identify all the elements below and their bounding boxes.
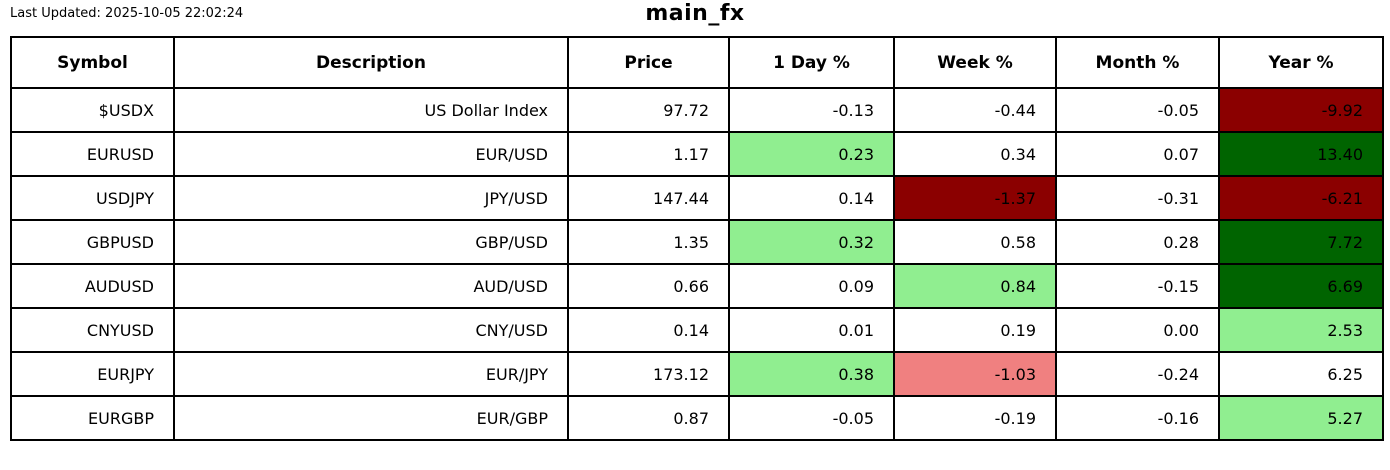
- cell-1day: 0.38: [728, 351, 895, 397]
- cell-price: 1.17: [567, 131, 730, 177]
- cell-price: 0.87: [567, 395, 730, 441]
- col-header-price: Price: [567, 36, 730, 89]
- table-row-eurgbp: EURGBP EUR/GBP 0.87 -0.05 -0.19 -0.16 5.…: [10, 395, 1384, 441]
- cell-month: 0.07: [1055, 131, 1220, 177]
- cell-month: 0.28: [1055, 219, 1220, 265]
- cell-price: 1.35: [567, 219, 730, 265]
- cell-week: -1.03: [893, 351, 1057, 397]
- cell-month: 0.00: [1055, 307, 1220, 353]
- cell-1day: 0.32: [728, 219, 895, 265]
- table-row-gbpusd: GBPUSD GBP/USD 1.35 0.32 0.58 0.28 7.72: [10, 219, 1384, 265]
- table-row-usdjpy: USDJPY JPY/USD 147.44 0.14 -1.37 -0.31 -…: [10, 175, 1384, 221]
- cell-1day: 0.14: [728, 175, 895, 221]
- table-row-audusd: AUDUSD AUD/USD 0.66 0.09 0.84 -0.15 6.69: [10, 263, 1384, 309]
- cell-year: 6.25: [1218, 351, 1384, 397]
- cell-week: -0.44: [893, 87, 1057, 133]
- col-header-week: Week %: [893, 36, 1057, 89]
- col-header-year: Year %: [1218, 36, 1384, 89]
- cell-week: 0.84: [893, 263, 1057, 309]
- cell-year: 5.27: [1218, 395, 1384, 441]
- cell-year: 2.53: [1218, 307, 1384, 353]
- cell-year: -9.92: [1218, 87, 1384, 133]
- cell-year: 13.40: [1218, 131, 1384, 177]
- cell-price: 97.72: [567, 87, 730, 133]
- cell-week: 0.34: [893, 131, 1057, 177]
- cell-price: 147.44: [567, 175, 730, 221]
- cell-description: JPY/USD: [173, 175, 569, 221]
- cell-1day: 0.01: [728, 307, 895, 353]
- cell-symbol: $USDX: [10, 87, 175, 133]
- cell-month: -0.15: [1055, 263, 1220, 309]
- cell-description: EUR/USD: [173, 131, 569, 177]
- col-header-description: Description: [173, 36, 569, 89]
- cell-symbol: EURUSD: [10, 131, 175, 177]
- cell-week: 0.58: [893, 219, 1057, 265]
- cell-week: -1.37: [893, 175, 1057, 221]
- col-header-symbol: Symbol: [10, 36, 175, 89]
- cell-description: US Dollar Index: [173, 87, 569, 133]
- fx-rates-table: Symbol Description Price 1 Day % Week % …: [10, 36, 1384, 441]
- cell-1day: 0.09: [728, 263, 895, 309]
- cell-symbol: GBPUSD: [10, 219, 175, 265]
- cell-1day: 0.23: [728, 131, 895, 177]
- cell-symbol: EURGBP: [10, 395, 175, 441]
- col-header-month: Month %: [1055, 36, 1220, 89]
- page-title: main_fx: [645, 1, 745, 26]
- cell-year: -6.21: [1218, 175, 1384, 221]
- cell-price: 0.66: [567, 263, 730, 309]
- cell-month: -0.05: [1055, 87, 1220, 133]
- cell-1day: -0.13: [728, 87, 895, 133]
- table-row-usdx: $USDX US Dollar Index 97.72 -0.13 -0.44 …: [10, 87, 1384, 133]
- cell-symbol: EURJPY: [10, 351, 175, 397]
- cell-price: 0.14: [567, 307, 730, 353]
- table-row-eurusd: EURUSD EUR/USD 1.17 0.23 0.34 0.07 13.40: [10, 131, 1384, 177]
- cell-symbol: AUDUSD: [10, 263, 175, 309]
- cell-year: 7.72: [1218, 219, 1384, 265]
- cell-description: GBP/USD: [173, 219, 569, 265]
- cell-1day: -0.05: [728, 395, 895, 441]
- cell-month: -0.16: [1055, 395, 1220, 441]
- cell-week: -0.19: [893, 395, 1057, 441]
- cell-week: 0.19: [893, 307, 1057, 353]
- cell-symbol: USDJPY: [10, 175, 175, 221]
- cell-description: CNY/USD: [173, 307, 569, 353]
- cell-description: EUR/JPY: [173, 351, 569, 397]
- table-row-eurjpy: EURJPY EUR/JPY 173.12 0.38 -1.03 -0.24 6…: [10, 351, 1384, 397]
- cell-symbol: CNYUSD: [10, 307, 175, 353]
- table-header: Symbol Description Price 1 Day % Week % …: [10, 36, 1384, 89]
- col-header-1day: 1 Day %: [728, 36, 895, 89]
- table-row-cnyusd: CNYUSD CNY/USD 0.14 0.01 0.19 0.00 2.53: [10, 307, 1384, 353]
- cell-month: -0.24: [1055, 351, 1220, 397]
- cell-description: EUR/GBP: [173, 395, 569, 441]
- cell-year: 6.69: [1218, 263, 1384, 309]
- header-row: Symbol Description Price 1 Day % Week % …: [10, 36, 1384, 89]
- last-updated-label: Last Updated: 2025-10-05 22:02:24: [10, 6, 244, 21]
- table-body: $USDX US Dollar Index 97.72 -0.13 -0.44 …: [10, 87, 1384, 441]
- cell-description: AUD/USD: [173, 263, 569, 309]
- cell-price: 173.12: [567, 351, 730, 397]
- cell-month: -0.31: [1055, 175, 1220, 221]
